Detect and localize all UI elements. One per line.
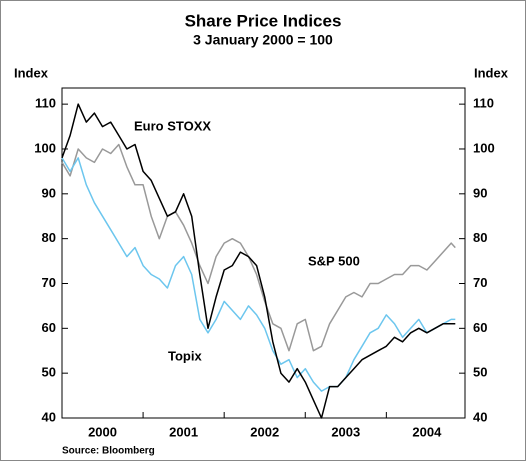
y-tick-label: 70 [42,275,56,290]
x-tick-label: 2000 [88,424,117,439]
x-tick-label: 2004 [412,424,442,439]
y2-tick-label: 110 [473,96,494,111]
y2-tick-label: 70 [473,275,487,290]
y2-tick-label: 60 [473,320,487,335]
series-line [61,103,456,419]
y-tick-label: 80 [42,230,56,245]
source: Source: Bloomberg [62,446,155,457]
y2-tick-label: 40 [473,409,487,424]
y-tick-label: 50 [42,365,56,380]
annotation: Euro STOXX [134,118,211,133]
plot-frame [61,87,466,419]
y2-axis-label: Index [474,65,509,80]
chart-subtitle: 3 January 2000 = 100 [193,32,333,48]
x-tick-label: 2003 [331,424,360,439]
x-tick-label: 2001 [169,424,198,439]
y-tick-label: 90 [42,185,56,200]
y-axis-label: Index [14,65,49,80]
y2-tick-label: 100 [473,140,495,155]
annotation: Topix [168,348,202,363]
y2-tick-label: 90 [473,185,487,200]
chart-title: Share Price Indices [185,11,342,30]
y-tick-label: 110 [35,96,56,111]
y-tick-label: 40 [42,409,56,424]
series-line [61,143,456,352]
y2-tick-label: 50 [473,365,487,380]
y2-tick-label: 80 [473,230,487,245]
series-line [61,157,456,392]
y-tick-label: 100 [34,140,56,155]
x-tick-label: 2002 [250,424,279,439]
y-tick-label: 60 [42,320,56,335]
annotation: S&P 500 [308,253,360,268]
